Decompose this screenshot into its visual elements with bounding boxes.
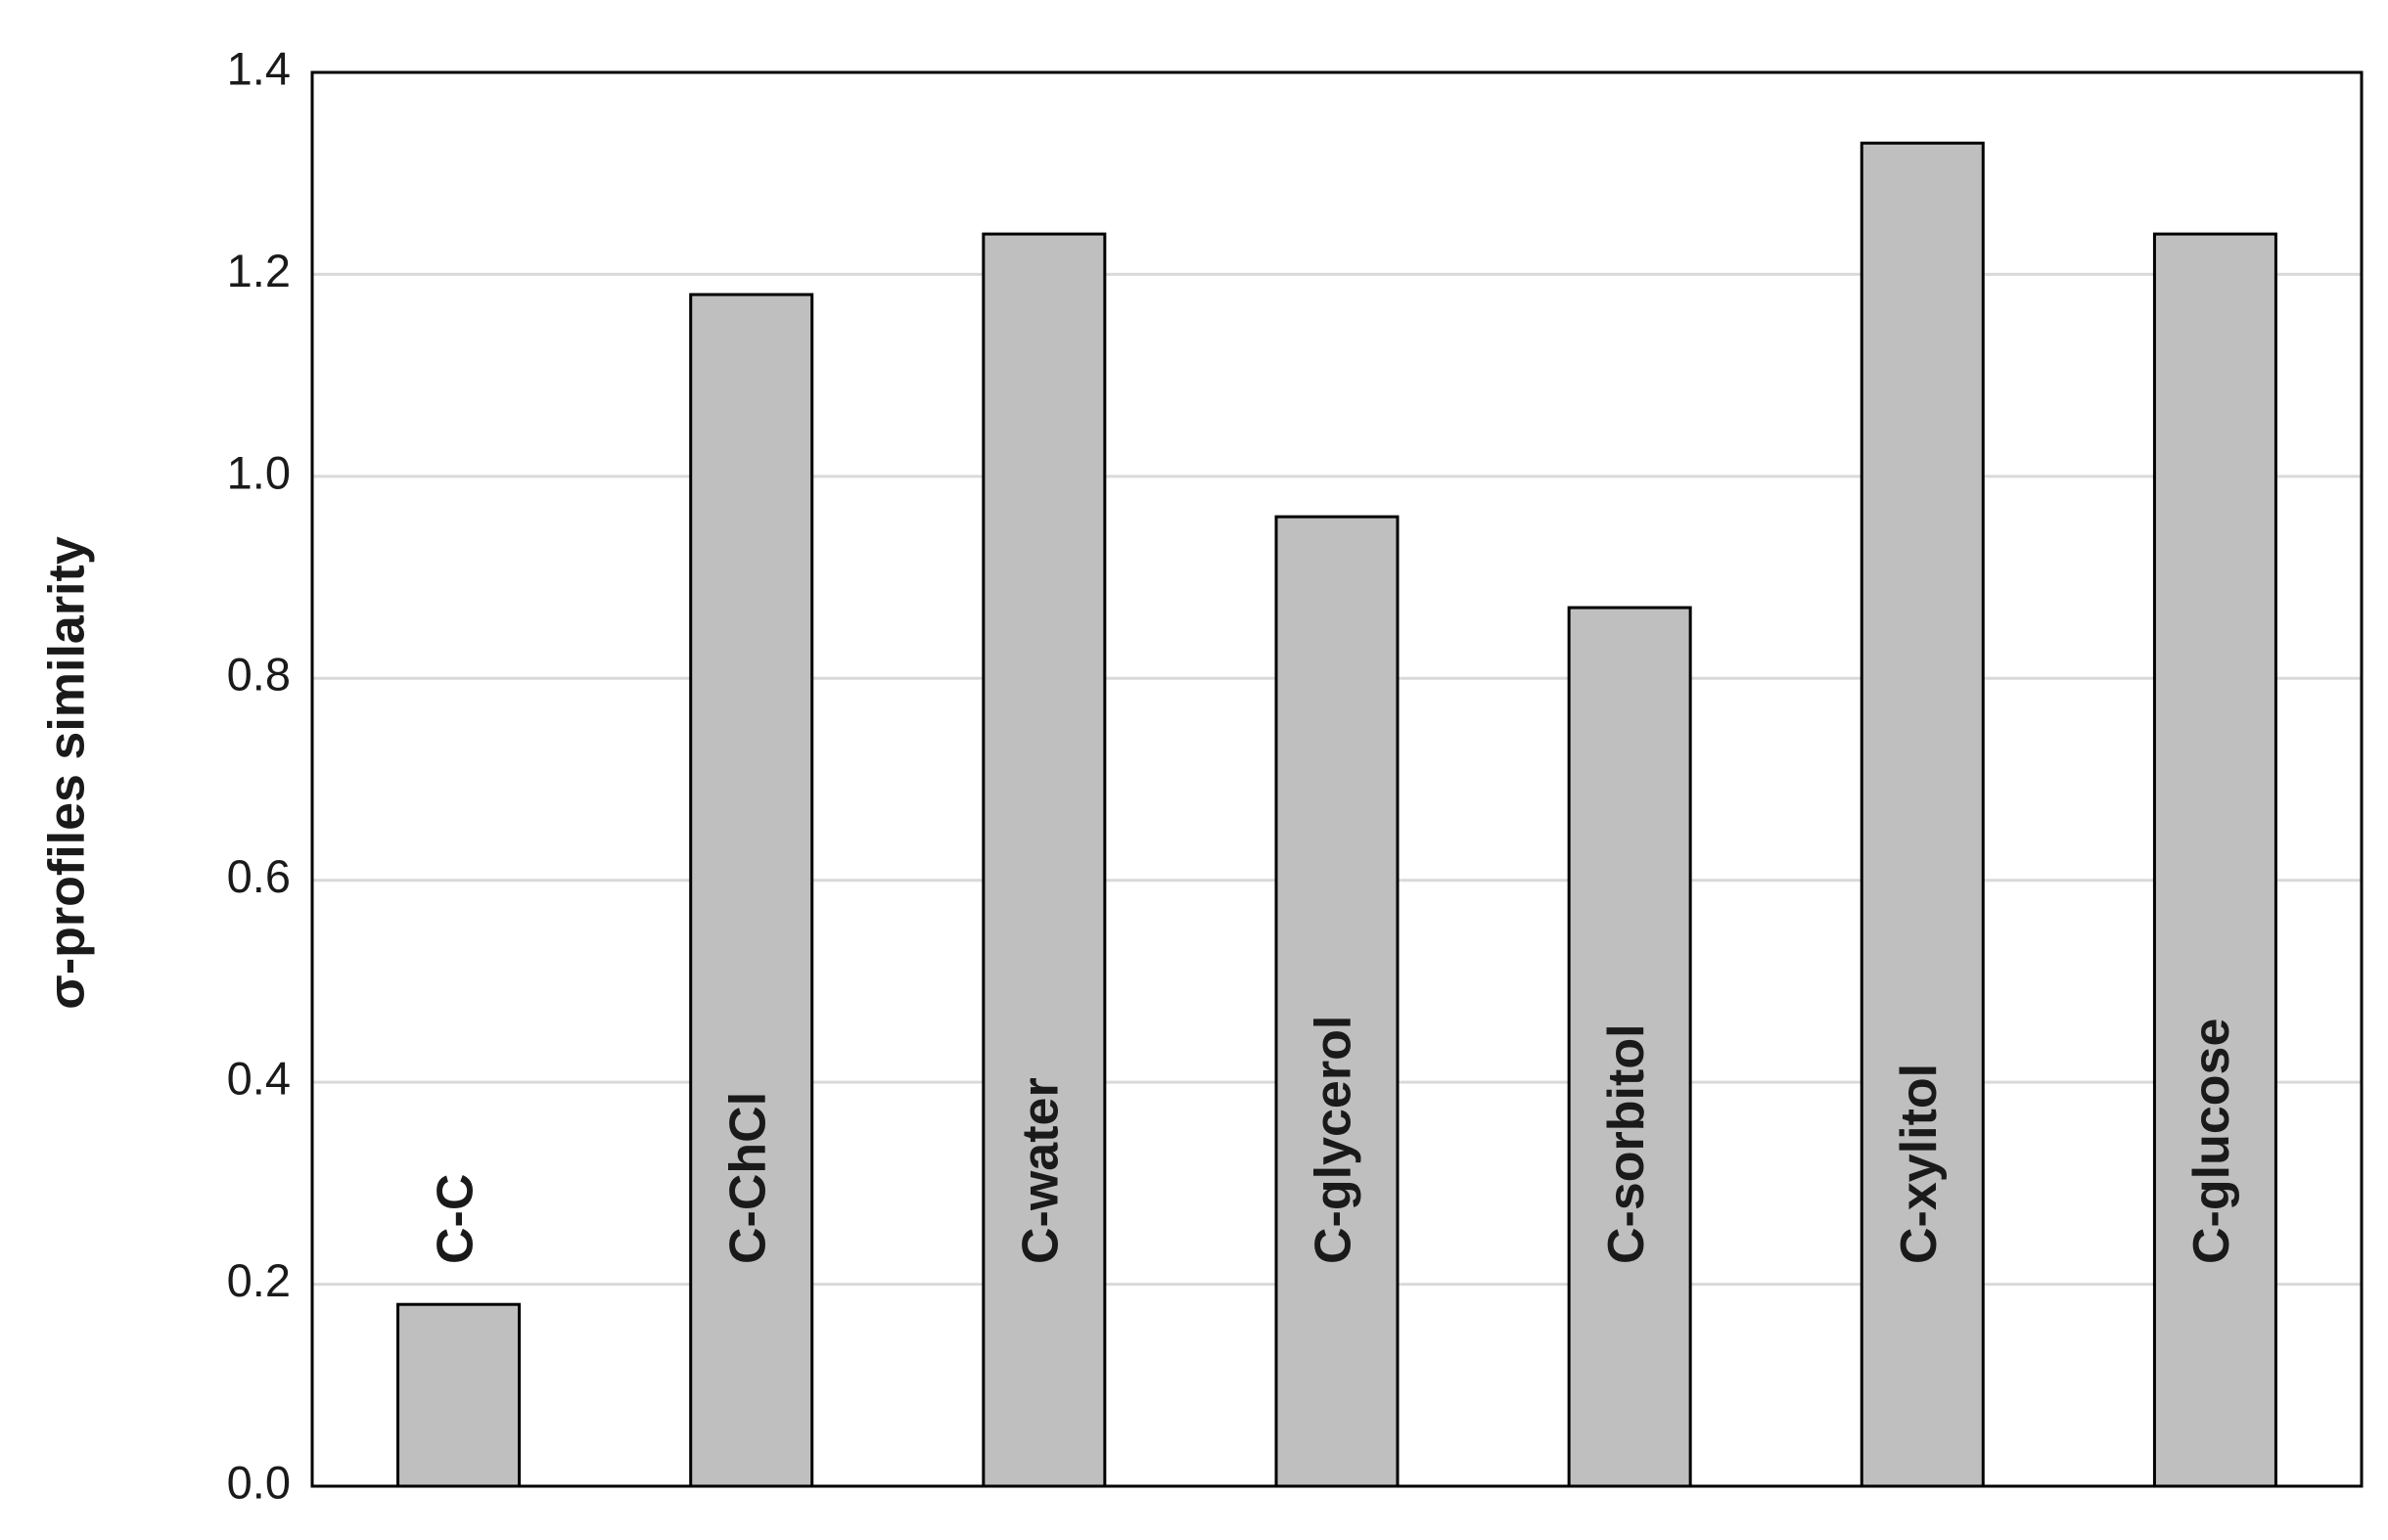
category-label: C-water: [1013, 1077, 1070, 1264]
y-tick-label: 0.2: [227, 1254, 291, 1306]
y-tick-label: 0.4: [227, 1053, 291, 1105]
bar: [1567, 606, 1692, 1488]
category-label: C-ChCl: [719, 1092, 776, 1264]
bar: [1860, 141, 1985, 1488]
y-tick-label: 0.0: [227, 1456, 291, 1508]
y-tick-label: 1.4: [227, 42, 291, 94]
bar: [1274, 515, 1400, 1488]
y-tick-label: 1.2: [227, 245, 291, 296]
category-label: C-glycerol: [1306, 1016, 1362, 1264]
category-label: C-xylitol: [1891, 1064, 1948, 1264]
category-label: C-sorbitol: [1598, 1023, 1655, 1264]
bar: [396, 1302, 522, 1488]
category-label: C-glucose: [2183, 1019, 2240, 1264]
y-tick-label: 1.0: [227, 446, 291, 498]
bar: [982, 232, 1107, 1488]
category-label: C-C: [427, 1174, 483, 1264]
y-axis-title: σ-profiles similarity: [39, 536, 96, 1010]
bar: [689, 293, 814, 1488]
y-tick-label: 0.6: [227, 850, 291, 902]
y-tick-label: 0.8: [227, 649, 291, 701]
bar: [2152, 232, 2277, 1488]
